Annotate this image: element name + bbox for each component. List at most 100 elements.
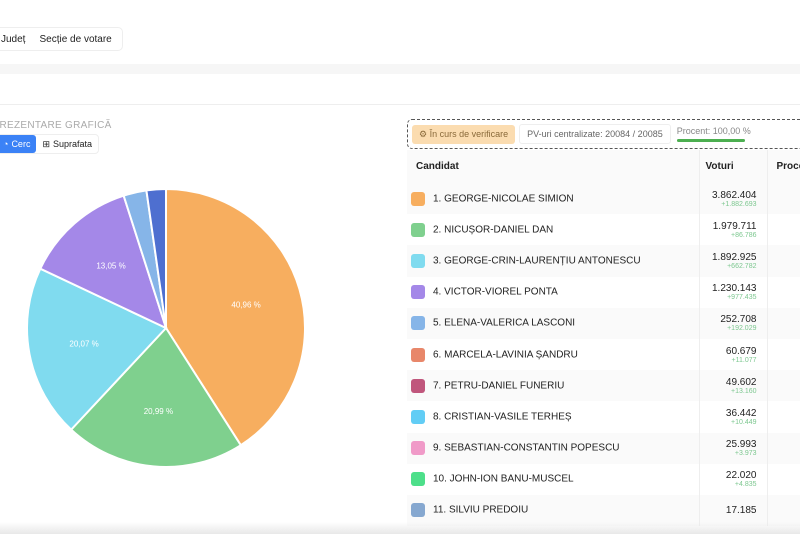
progress: Procent: 100,00 %: [675, 126, 751, 142]
toggle-cerc[interactable]: ◔ Cerc: [0, 135, 37, 153]
location-tabs: Județ Secție de votare: [0, 27, 123, 51]
color-swatch: [411, 191, 425, 206]
votes-cell: 60.679 +11.077: [698, 338, 768, 371]
votes-cell: 3.862.404 +1.882.693: [698, 183, 768, 215]
visualization-title: REPREZENTARE GRAFICĂ: [0, 120, 112, 131]
votes-cell: 1.230.143 +977.435: [698, 276, 768, 308]
percent-cell: [767, 277, 800, 308]
votes-value: 3.862.404: [712, 189, 757, 201]
votes-value: 25.993: [725, 439, 757, 451]
scroll-shadow: [0, 522, 800, 534]
candidate-cell: 1. GEORGE-NICOLAE SIMION: [407, 183, 699, 215]
candidate-cell: 3. GEORGE-CRIN-LAURENȚIU ANTONESCU: [407, 245, 699, 277]
candidate-cell: 7. PETRU-DANIEL FUNERIU: [407, 370, 699, 402]
percent-cell: [767, 245, 800, 277]
candidate-cell: 8. CRISTIAN-VASILE TERHEȘ: [407, 401, 699, 432]
votes-cell: 1.979.711 +86.786: [698, 214, 768, 246]
pie-slice[interactable]: [26, 267, 168, 432]
candidate-name: 1. GEORGE-NICOLAE SIMION: [433, 193, 574, 205]
color-swatch: [411, 441, 425, 456]
header-candidat[interactable]: Candidat: [407, 150, 699, 183]
color-swatch: [411, 285, 425, 300]
table-row[interactable]: 5. ELENA-VALERICA LASCONI 252.708 +192.02…: [407, 307, 800, 339]
divider: [0, 104, 800, 105]
votes-delta: +192.029: [727, 325, 757, 333]
table-row[interactable]: 9. SEBASTIAN-CONSTANTIN POPESCU 25.993 +3…: [407, 432, 800, 464]
votes-delta: +10.449: [731, 418, 757, 426]
header-voturi[interactable]: Voturi: [698, 150, 768, 183]
progress-fill: [676, 139, 745, 142]
candidate-cell: 2. NICUȘOR-DANIEL DAN: [407, 214, 699, 245]
votes-value: 49.602: [725, 376, 757, 388]
votes-cell: 17.185: [698, 494, 768, 527]
divider-band: [0, 64, 800, 74]
chart-type-toggle: ◔ Cerc ⊞ Suprafata: [0, 134, 100, 154]
votes-delta: +1.882.693: [721, 200, 757, 208]
votes-value: 36.442: [725, 407, 757, 419]
gear-icon: ⚙: [419, 128, 428, 139]
percent-cell: [767, 183, 800, 215]
table-row[interactable]: 6. MARCELA-LAVINIA ȘANDRU 60.679 +11.077: [407, 338, 800, 371]
votes-delta: +662.782: [727, 262, 757, 270]
pie-slice[interactable]: [145, 187, 167, 329]
percent-cell: [767, 432, 800, 464]
color-swatch: [411, 253, 425, 268]
table-row[interactable]: 1. GEORGE-NICOLAE SIMION 3.862.404 +1.882…: [407, 183, 800, 215]
votes-delta: +4.835: [734, 481, 757, 489]
pv-count: PV-uri centralizate: 20084 / 20085: [519, 124, 671, 144]
votes-cell: 252.708 +192.029: [698, 307, 768, 339]
candidate-name: 7. PETRU-DANIEL FUNERIU: [433, 380, 565, 392]
votes-delta: +86.786: [731, 231, 757, 239]
votes-cell: 36.442 +10.449: [698, 401, 768, 433]
pie-slice[interactable]: [38, 194, 168, 330]
percent-cell: [767, 401, 800, 432]
table-row[interactable]: 11. SILVIU PREDOIU 17.185: [407, 494, 800, 527]
votes-cell: 25.993 +3.973: [698, 432, 768, 464]
slice-label: 20,99 %: [144, 407, 173, 416]
table-row[interactable]: 4. VICTOR-VIOREL PONTA 1.230.143 +977.435: [407, 276, 800, 308]
votes-value: 1.979.711: [712, 220, 757, 232]
toggle-suprafata[interactable]: ⊞ Suprafata: [36, 135, 98, 153]
votes-delta: +13.160: [731, 387, 757, 395]
percent-cell: [767, 339, 800, 370]
treemap-icon: ⊞: [42, 138, 50, 149]
toggle-suprafata-label: Suprafata: [53, 139, 93, 149]
slice-label: 40,96 %: [231, 301, 260, 310]
table-row[interactable]: 7. PETRU-DANIEL FUNERIU 49.602 +13.160: [407, 370, 800, 402]
color-swatch: [411, 503, 425, 518]
verification-text: În curs de verificare: [429, 128, 509, 139]
candidate-cell: 9. SEBASTIAN-CONSTANTIN POPESCU: [407, 432, 699, 464]
table-row[interactable]: 8. CRISTIAN-VASILE TERHEȘ 36.442 +10.449: [407, 401, 800, 433]
table-row[interactable]: 2. NICUȘOR-DANIEL DAN 1.979.711 +86.786: [407, 214, 800, 246]
slice-label: 13,05 %: [96, 261, 125, 270]
verification-badge: ⚙ În curs de verificare: [412, 124, 516, 144]
votes-cell: 1.892.925 +662.782: [698, 245, 768, 277]
candidate-cell: 4. VICTOR-VIOREL PONTA: [407, 277, 699, 308]
status-bar: ⚙ În curs de verificare PV-uri centraliz…: [407, 119, 800, 149]
candidate-name: 9. SEBASTIAN-CONSTANTIN POPESCU: [433, 442, 620, 454]
candidate-name: 2. NICUȘOR-DANIEL DAN: [433, 224, 554, 236]
votes-value: 1.892.925: [712, 251, 757, 263]
color-swatch: [411, 316, 425, 331]
votes-delta: +977.435: [727, 294, 757, 302]
candidate-cell: 6. MARCELA-LAVINIA ȘANDRU: [407, 339, 699, 370]
votes-value: 1.230.143: [712, 283, 757, 295]
color-swatch: [411, 378, 425, 393]
results-table: Candidat Voturi Procent 1. GEORGE-NICOLA…: [407, 150, 800, 527]
color-swatch: [411, 347, 425, 362]
header-procent[interactable]: Procent: [767, 150, 800, 183]
candidate-cell: 11. SILVIU PREDOIU: [407, 494, 699, 527]
tab-judet[interactable]: Județ: [1, 33, 26, 45]
table-row[interactable]: 3. GEORGE-CRIN-LAURENȚIU ANTONESCU 1.892…: [407, 245, 800, 277]
candidate-name: 10. JOHN-ION BANU-MUSCEL: [433, 473, 574, 485]
toggle-cerc-label: Cerc: [11, 139, 31, 149]
tab-sectie-de-votare[interactable]: Secție de votare: [39, 33, 112, 45]
progress-label: Procent: 100,00 %: [676, 126, 751, 136]
votes-cell: 49.602 +13.160: [698, 370, 768, 402]
pie-chart: 40,96 % 20,99 % 20,07 % 13,05 %: [26, 187, 306, 468]
color-swatch: [411, 222, 425, 237]
pie-slice[interactable]: [69, 326, 243, 468]
percent-cell: [767, 307, 800, 339]
table-row[interactable]: 10. JOHN-ION BANU-MUSCEL 22.020 +4.835: [407, 463, 800, 495]
color-swatch: [411, 472, 425, 487]
